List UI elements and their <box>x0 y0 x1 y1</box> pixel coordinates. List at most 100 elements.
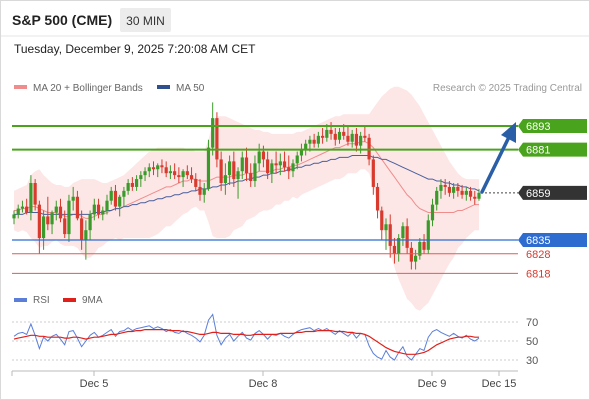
candle-body <box>240 157 244 172</box>
candle-body <box>134 179 139 187</box>
candle-body <box>443 184 447 187</box>
rsi-line <box>13 313 480 361</box>
candle-body <box>130 183 134 187</box>
candle <box>244 147 249 182</box>
candle <box>173 163 177 180</box>
candle-body <box>477 192 481 199</box>
candle-body <box>232 161 236 180</box>
x-tick-label: Dec 9 <box>418 378 447 390</box>
candle <box>189 167 194 183</box>
candle <box>363 126 367 142</box>
candle-body <box>371 159 375 187</box>
candle <box>384 218 388 250</box>
candle-body <box>164 167 168 174</box>
interval-badge[interactable] <box>120 8 171 32</box>
candle-body <box>177 175 181 178</box>
candle-body <box>160 165 164 168</box>
candle-body <box>380 210 384 231</box>
candle <box>253 155 257 187</box>
candle <box>452 183 456 199</box>
candle <box>299 143 304 162</box>
candle-body <box>156 165 160 170</box>
rsi-9ma-line <box>13 329 479 355</box>
candle-body <box>88 214 92 231</box>
candle <box>25 198 29 215</box>
forecast-arrow <box>480 122 516 194</box>
candle-body <box>468 190 473 197</box>
candle-body <box>194 179 198 187</box>
candle-body <box>219 159 223 183</box>
candle-body <box>50 212 54 225</box>
legend-ma50-swatch <box>157 85 170 89</box>
candle <box>122 186 126 207</box>
candle <box>375 183 380 219</box>
price-pane <box>12 86 481 311</box>
candle-body <box>388 224 392 246</box>
rsi-tick-label: 70 <box>526 317 538 329</box>
chart-title: S&P 500 (CME) <box>12 12 112 28</box>
candle-body <box>312 139 316 144</box>
candle-body <box>320 135 325 138</box>
candle <box>422 234 426 254</box>
candle <box>304 139 308 156</box>
candle-body <box>118 196 122 207</box>
forecast-arrow-shaft <box>480 135 511 194</box>
candle <box>33 179 37 211</box>
candle-body <box>261 151 266 160</box>
candle-body <box>375 186 380 211</box>
candle-body <box>337 131 342 140</box>
candle-body <box>295 155 299 164</box>
candle <box>430 198 435 227</box>
candle <box>67 194 71 242</box>
candle-body <box>29 183 33 213</box>
candle-body <box>249 173 253 182</box>
level-value-label: 6835 <box>526 235 550 247</box>
level-value-label: 6818 <box>526 268 550 280</box>
candle-body <box>426 220 430 250</box>
candle-body <box>143 171 147 176</box>
candle <box>409 241 413 270</box>
candle <box>181 169 185 187</box>
candle <box>282 151 287 172</box>
candle-body <box>422 241 426 250</box>
candle <box>223 163 227 195</box>
candle-body <box>447 186 452 193</box>
candle <box>333 127 337 146</box>
candle <box>232 151 236 187</box>
candle-body <box>430 204 435 221</box>
candle <box>177 167 181 183</box>
candle-body <box>105 200 109 211</box>
candle-body <box>384 224 388 231</box>
candle-body <box>397 238 401 254</box>
candle-body <box>287 167 291 172</box>
bollinger-band-area <box>14 86 479 311</box>
candle <box>249 163 253 187</box>
legend-9ma-swatch <box>63 298 76 302</box>
resistance-level-tag <box>518 119 587 133</box>
candle-body <box>236 171 240 180</box>
candle <box>227 155 232 185</box>
candle-body <box>198 186 202 195</box>
candle <box>58 198 63 223</box>
candle <box>143 167 147 182</box>
candle <box>211 102 215 156</box>
candle <box>477 188 481 201</box>
candle <box>202 183 206 203</box>
candle <box>219 151 223 191</box>
candle-body <box>202 188 206 195</box>
level-lines: 6893 6881 6859 6835 6828 6818 <box>12 119 587 280</box>
candle <box>266 151 270 180</box>
candle-body <box>359 135 363 146</box>
candle <box>215 112 219 168</box>
candle-body <box>346 135 350 142</box>
candle-body <box>473 196 477 199</box>
candle-body <box>20 206 25 209</box>
candle-body <box>63 218 67 235</box>
candle-body <box>92 204 96 215</box>
candle <box>401 222 405 246</box>
candle <box>80 210 84 250</box>
candle-body <box>80 218 84 240</box>
candle-body <box>435 190 439 205</box>
candle <box>405 218 409 254</box>
